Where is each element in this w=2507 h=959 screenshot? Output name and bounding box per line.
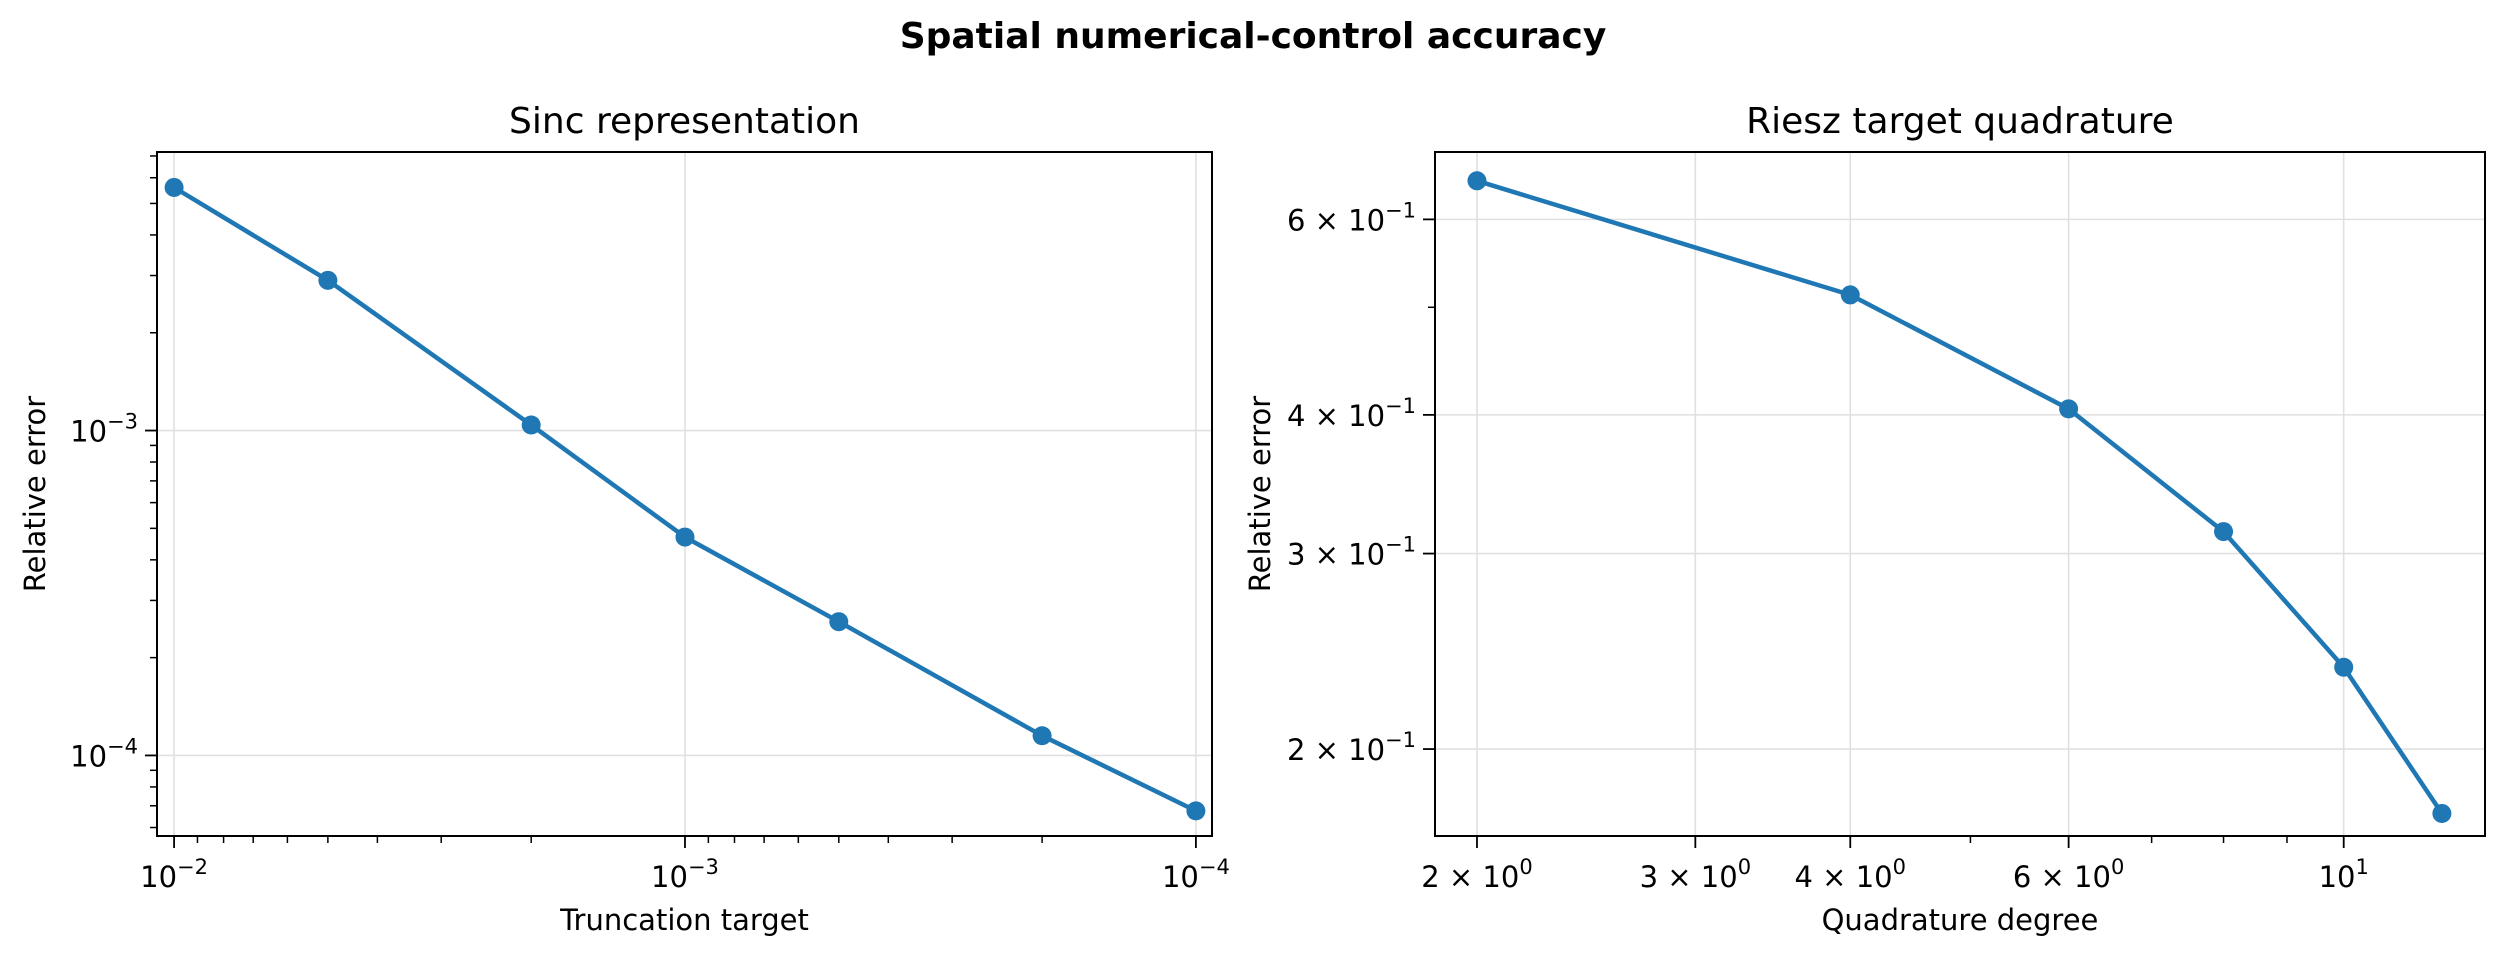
data-point xyxy=(521,415,541,435)
data-point xyxy=(2432,803,2452,823)
x-tick-label: 101 xyxy=(2319,855,2369,894)
data-point xyxy=(2059,399,2079,419)
y-tick-label: 3 × 10−1 xyxy=(1287,533,1416,572)
panel-sinc-representation: 10−2 10−3 10−4 10−3 10−4 Sinc representation T… xyxy=(18,101,1230,937)
figure-title: Spatial numerical-control accuracy xyxy=(900,16,1607,57)
data-point xyxy=(1186,801,1206,821)
x-axis-label: Quadrature degree xyxy=(1822,903,2099,937)
panel-title: Sinc representation xyxy=(509,101,860,142)
y-axis-label: Relative error xyxy=(18,396,52,592)
data-point xyxy=(318,270,338,290)
data-point xyxy=(164,177,184,197)
x-tick-label: 6 × 100 xyxy=(2013,855,2124,894)
data-point xyxy=(1840,285,1860,305)
y-tick-label: 4 × 10−1 xyxy=(1287,394,1416,433)
data-point xyxy=(1467,171,1487,191)
panel-riesz-target-quadrature: 2 × 100 3 × 100 4 × 100 6 × 100 101 2 × 10−1 3… xyxy=(1243,101,2486,937)
y-tick-label: 6 × 10−1 xyxy=(1287,198,1416,237)
axes-frame xyxy=(156,151,1213,837)
x-tick-label: 4 × 100 xyxy=(1795,855,1906,894)
x-tick-label: 10−4 xyxy=(1162,855,1230,894)
y-tick-label: 10−3 xyxy=(70,410,138,449)
data-point xyxy=(2214,522,2234,542)
panel-title: Riesz target quadrature xyxy=(1746,101,2174,142)
y-tick-label: 2 × 10−1 xyxy=(1287,728,1416,767)
data-point xyxy=(829,612,849,632)
y-tick-label: 10−4 xyxy=(70,734,138,773)
axes-frame xyxy=(1434,151,2486,837)
data-point xyxy=(2334,657,2354,677)
x-tick-label: 10−3 xyxy=(651,855,719,894)
data-point xyxy=(1032,726,1052,746)
data-point xyxy=(675,527,695,547)
x-axis-label: Truncation target xyxy=(559,903,809,937)
x-tick-label: 10−2 xyxy=(140,855,208,894)
y-axis-label: Relative error xyxy=(1243,396,1277,592)
x-tick-label: 3 × 100 xyxy=(1640,855,1751,894)
series-line xyxy=(1476,178,2444,815)
x-tick-label: 2 × 100 xyxy=(1421,855,1532,894)
